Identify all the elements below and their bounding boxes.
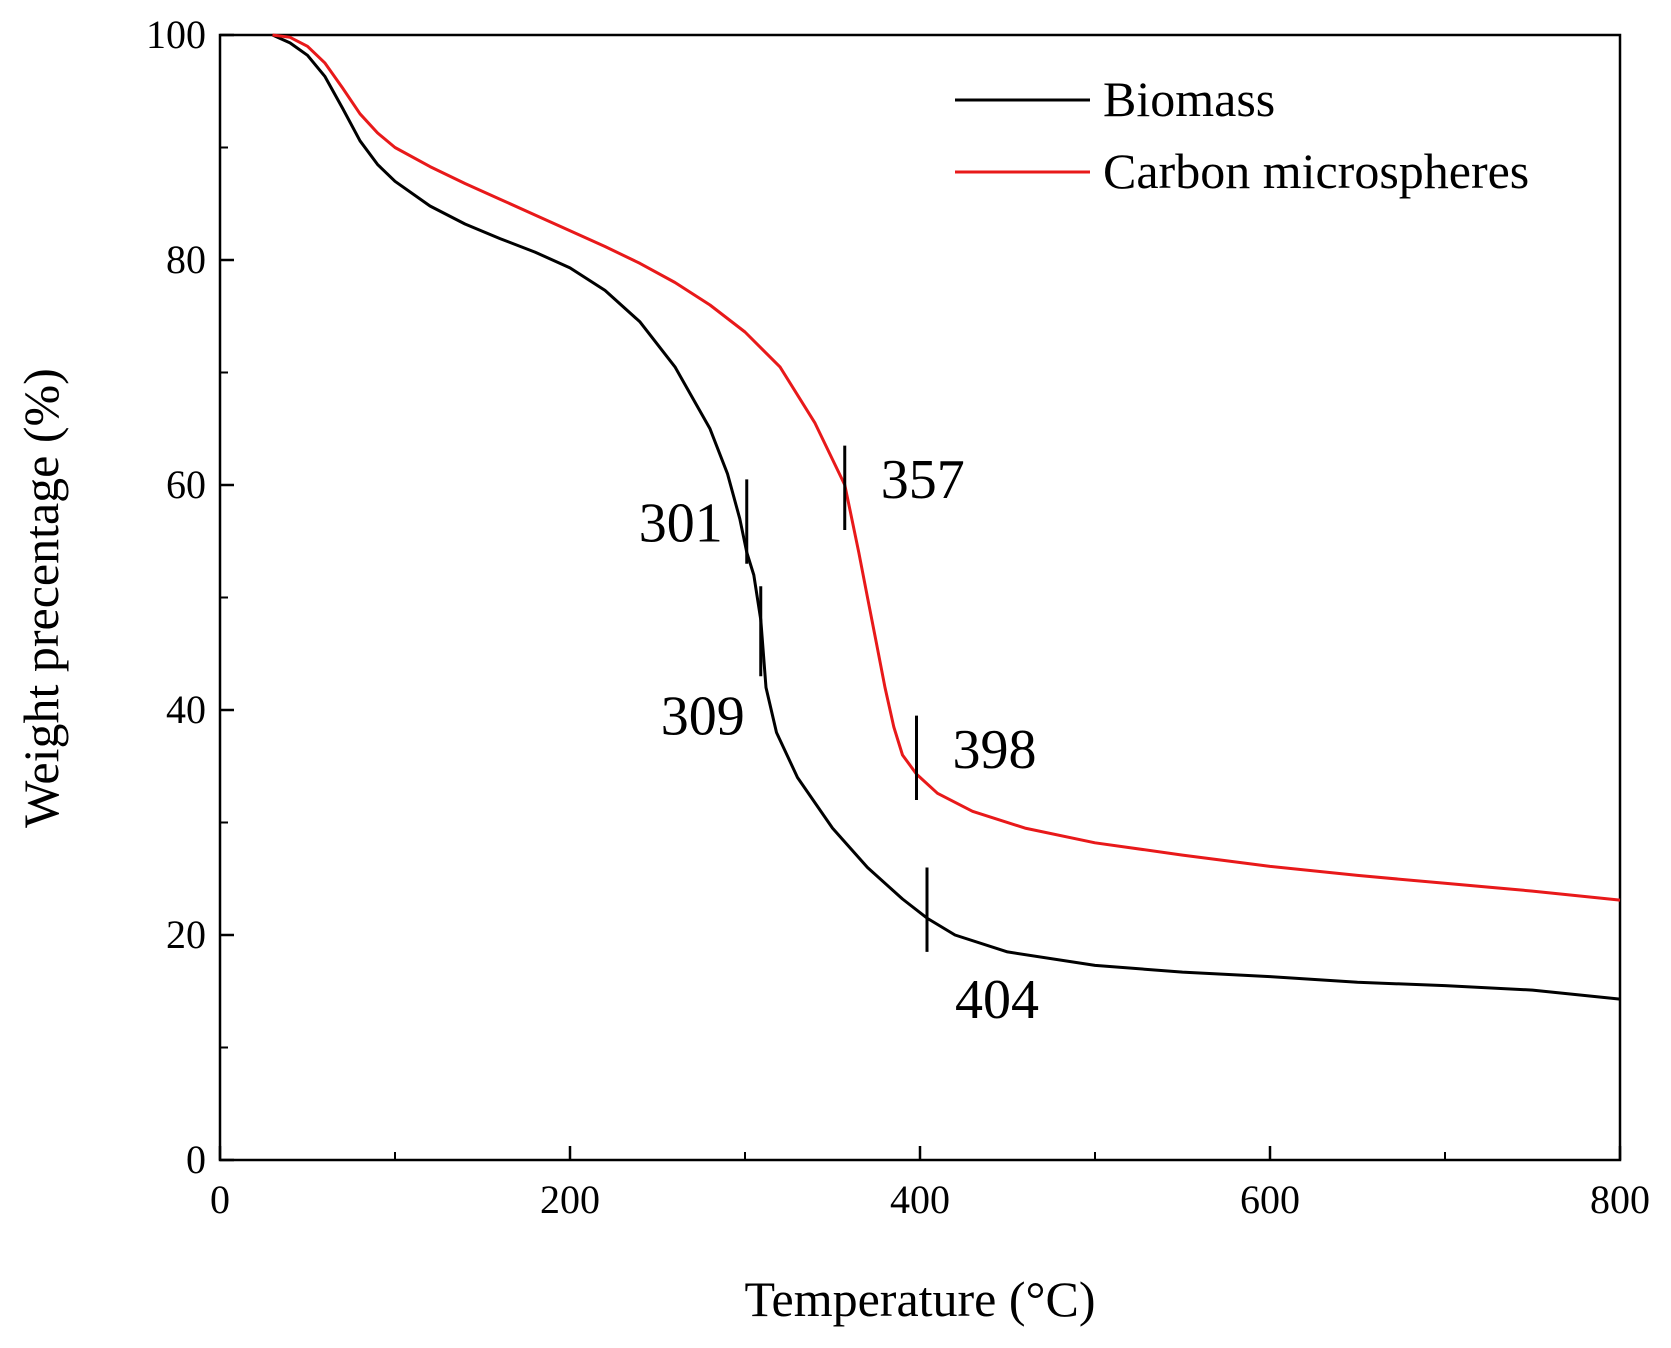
y-tick-label: 40 [166,687,206,732]
y-axis-title: Weight precentage (%) [13,368,69,828]
annotation-label-309: 309 [661,685,745,747]
series-line-carbon-microspheres [272,33,1621,902]
y-tick-label: 60 [166,462,206,507]
x-tick-label: 200 [540,1177,600,1222]
y-tick-label: 80 [166,237,206,282]
annotation-label-301: 301 [639,493,723,555]
y-axis: 0 20 40 60 80 100 [146,12,234,1182]
legend: Biomass Carbon microspheres [955,71,1529,199]
legend-label-carbon-microspheres: Carbon microspheres [1103,143,1529,199]
annotation-label-357: 357 [881,449,965,511]
annotation-layer: 301 309 357 398 404 [639,445,1039,1031]
plot-frame [218,33,1622,1162]
y-tick-label: 20 [166,912,206,957]
annotation-label-398: 398 [953,719,1037,781]
x-tick-label: 400 [890,1177,950,1222]
x-axis-title: Temperature (°C) [744,1271,1095,1327]
y-tick-label: 100 [146,12,206,57]
x-tick-label: 0 [210,1177,230,1222]
annotation-label-404: 404 [955,969,1039,1031]
legend-label-biomass: Biomass [1103,71,1275,127]
x-axis: 0 200 400 600 800 [210,1146,1650,1222]
series-layer [271,33,1621,1001]
y-tick-label: 0 [186,1137,206,1182]
series-line-biomass [271,33,1621,1001]
x-tick-label: 600 [1240,1177,1300,1222]
x-tick-label: 800 [1590,1177,1650,1222]
